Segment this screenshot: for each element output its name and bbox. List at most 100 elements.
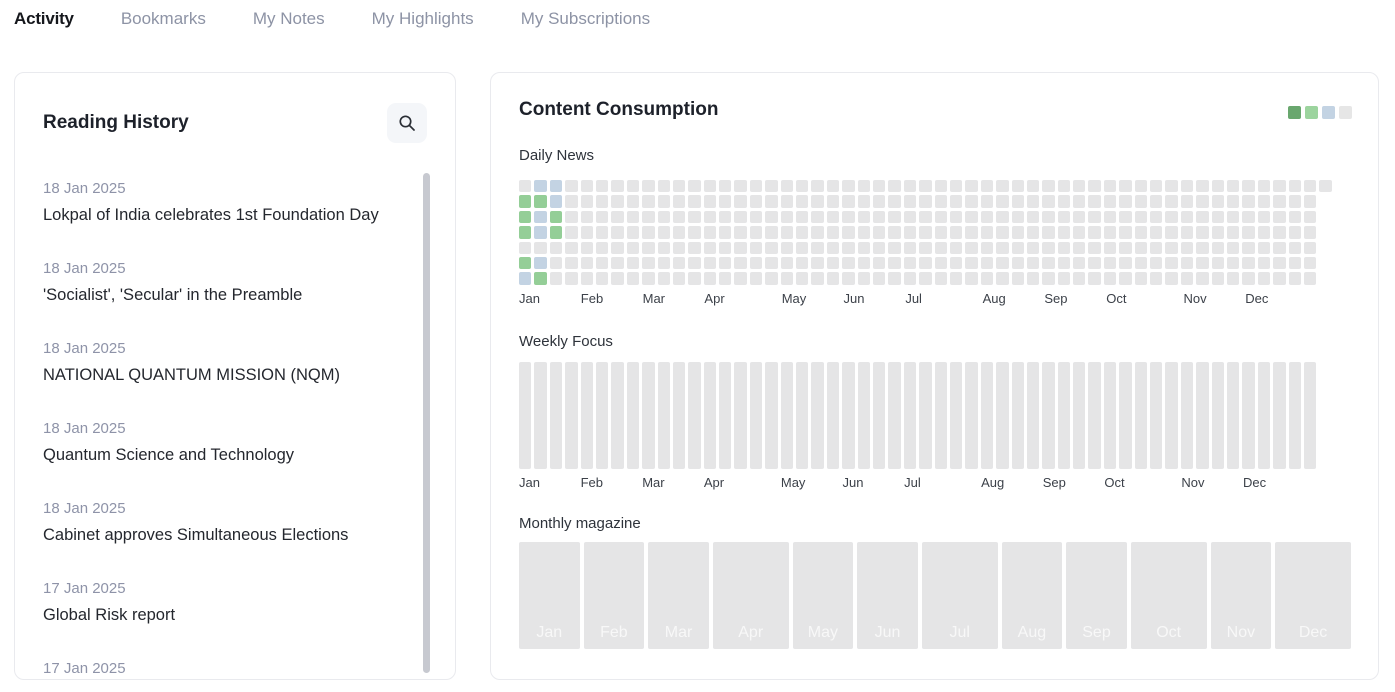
month-label: Aug	[981, 474, 1005, 490]
daily-news-months: Jan Feb Mar Apr May Jun Jul Aug Sep Oct Nov Dec	[519, 291, 1338, 307]
heatmap-cell	[611, 180, 624, 193]
weekly-bar	[796, 361, 809, 469]
heatmap-cell	[549, 226, 563, 239]
heatmap-cell	[1165, 241, 1178, 254]
item-date: 18 Jan 2025	[43, 420, 126, 437]
heatmap-cell	[1180, 241, 1194, 254]
heatmap-week-column	[903, 180, 917, 285]
tab-activity[interactable]: Activity	[14, 9, 74, 28]
search-icon	[398, 114, 416, 132]
heatmap-cell	[1150, 195, 1163, 208]
heatmap-cell	[534, 241, 547, 254]
weekly-bar	[1242, 361, 1255, 469]
month-label: Sep	[1044, 290, 1068, 306]
heatmap-cell	[996, 272, 1009, 285]
reading-history-item[interactable]: 17 Jan 2025	[43, 659, 427, 679]
heatmap-cell	[749, 272, 763, 285]
heatmap-week-column	[842, 180, 855, 285]
heatmap-cell	[965, 256, 978, 270]
heatmap-cell	[919, 210, 932, 224]
reading-history-item[interactable]: 18 Jan 2025 Quantum Science and Technolog…	[43, 419, 427, 499]
heatmap-cell	[642, 241, 655, 254]
weekly-bar	[1011, 361, 1024, 469]
heatmap-cell	[949, 180, 963, 193]
heatmap-cell	[872, 272, 886, 285]
heatmap-cell	[842, 241, 855, 254]
tab-my-subscriptions[interactable]: My Subscriptions	[520, 9, 651, 28]
heatmap-cell	[1042, 272, 1055, 285]
scrollbar-thumb[interactable]	[423, 173, 430, 673]
weekly-bar	[1042, 361, 1055, 469]
heatmap-cell	[534, 272, 547, 285]
heatmap-cell	[595, 210, 609, 224]
heatmap-cell	[1211, 226, 1224, 239]
heatmap-cell	[842, 226, 855, 239]
heatmap-week-column	[857, 180, 870, 285]
heatmap-cell	[888, 210, 901, 224]
heatmap-cell	[519, 210, 532, 224]
item-title: 'Socialist', 'Secular' in the Preamble	[43, 286, 303, 304]
heatmap-cell	[672, 210, 686, 224]
heatmap-week-column	[1303, 180, 1317, 285]
heatmap-cell	[949, 210, 963, 224]
weekly-bar	[980, 361, 994, 469]
month-label: Jul	[905, 290, 922, 306]
heatmap-cell	[1273, 180, 1286, 193]
heatmap-cell	[1011, 241, 1024, 254]
month-block-oct: Oct	[1130, 541, 1207, 649]
tab-my-highlights[interactable]: My Highlights	[371, 9, 474, 28]
heatmap-week-column	[672, 180, 686, 285]
month-block-jan: Jan	[519, 541, 580, 649]
heatmap-cell	[749, 180, 763, 193]
heatmap-cell	[703, 195, 717, 208]
item-date: 18 Jan 2025	[43, 500, 126, 517]
heatmap-week-column	[1211, 180, 1224, 285]
weekly-bar	[1226, 361, 1240, 469]
month-label: Mar	[642, 474, 665, 490]
heatmap-cell	[1211, 195, 1224, 208]
weekly-bar	[857, 361, 870, 469]
heatmap-cell	[1303, 272, 1317, 285]
heatmap-week-column	[534, 180, 547, 285]
heatmap-cell	[534, 226, 547, 239]
heatmap-cell	[1134, 256, 1148, 270]
heatmap-cell	[719, 210, 732, 224]
heatmap-week-column	[919, 180, 932, 285]
weekly-bar	[965, 361, 978, 469]
heatmap-cell	[996, 226, 1009, 239]
month-label: Feb	[580, 474, 604, 490]
month-block-nov: Nov	[1210, 541, 1272, 649]
reading-history-item[interactable]: 18 Jan 2025 NATIONAL QUANTUM MISSION (NQM…	[43, 339, 427, 419]
reading-history-item[interactable]: 18 Jan 2025 Lokpal of India celebrates 1s…	[43, 179, 427, 259]
heatmap-cell	[534, 180, 547, 193]
heatmap-cell	[1257, 195, 1271, 208]
heatmap-cell	[1103, 241, 1117, 254]
heatmap-cell	[626, 180, 640, 193]
heatmap-cell	[842, 256, 855, 270]
reading-history-item[interactable]: 18 Jan 2025 Cabinet approves Simultaneous…	[43, 499, 427, 579]
heatmap-week-column	[872, 180, 886, 285]
heatmap-cell	[611, 226, 624, 239]
reading-history-item[interactable]: 18 Jan 2025 'Socialist', 'Secular' in the…	[43, 259, 427, 339]
heatmap-cell	[595, 180, 609, 193]
heatmap-cell	[580, 180, 593, 193]
consumption-legend	[1288, 106, 1352, 119]
heatmap-cell	[888, 256, 901, 270]
heatmap-cell	[949, 241, 963, 254]
heatmap-cell	[1211, 272, 1224, 285]
reading-history-item[interactable]: 17 Jan 2025 Global Risk report	[43, 579, 427, 659]
month-block-sep: Sep	[1066, 541, 1127, 649]
heatmap-cell	[642, 195, 655, 208]
tab-bookmarks[interactable]: Bookmarks	[120, 9, 206, 28]
reading-history-list: 18 Jan 2025 Lokpal of India celebrates 1s…	[15, 179, 455, 679]
search-button[interactable]	[387, 103, 427, 143]
heatmap-cell	[903, 241, 917, 254]
tab-my-notes[interactable]: My Notes	[252, 9, 325, 28]
heatmap-cell	[1226, 195, 1240, 208]
heatmap-cell	[565, 272, 578, 285]
weekly-bar	[749, 361, 763, 469]
heatmap-week-column	[580, 180, 593, 285]
month-label: Jan	[519, 474, 540, 490]
heatmap-cell	[949, 226, 963, 239]
heatmap-cell	[688, 195, 701, 208]
